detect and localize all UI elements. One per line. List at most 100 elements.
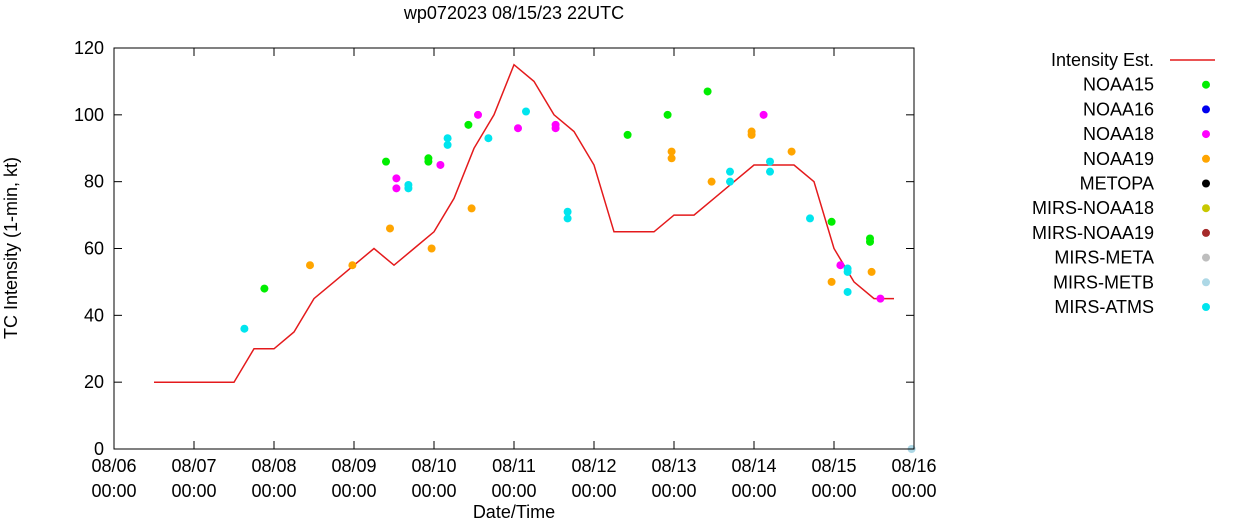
- data-point-noaa19: [306, 261, 314, 270]
- data-point-noaa18: [474, 110, 482, 119]
- intensity-est-line: [154, 63, 894, 383]
- data-point-noaa15: [623, 130, 632, 139]
- y-axis-label: TC Intensity (1-min, kt): [1, 157, 21, 339]
- data-point-noaa18: [836, 261, 845, 270]
- data-point-mirs-atms: [766, 167, 774, 176]
- legend-label: MIRS-META: [1054, 248, 1154, 268]
- legend-marker-swatch: [1202, 154, 1210, 163]
- x-ticks: 08/06 00:00 08/07 00:00 08/08 00:00 08/09 00:00…: [91, 48, 937, 501]
- data-point-noaa19: [386, 224, 394, 233]
- data-point-noaa18: [392, 174, 401, 183]
- legend-label: NOAA19: [1083, 149, 1154, 169]
- y-tick-label: 60: [84, 239, 104, 259]
- legend-label: MIRS-NOAA18: [1032, 198, 1154, 218]
- data-point-noaa15: [827, 217, 836, 226]
- data-point-noaa18: [514, 124, 522, 133]
- data-point-mirs-atms: [443, 134, 452, 143]
- x-tick-label-date: 08/06: [91, 456, 136, 476]
- data-point-mirs-atms: [563, 214, 572, 223]
- x-tick-label-time: 00:00: [331, 481, 376, 501]
- legend-label: NOAA16: [1083, 99, 1154, 119]
- y-tick-label: 80: [84, 172, 104, 192]
- legend-marker-swatch: [1202, 204, 1210, 213]
- x-tick-label-date: 08/16: [891, 456, 936, 476]
- data-point-noaa19: [427, 244, 436, 253]
- x-tick-label-time: 00:00: [91, 481, 136, 501]
- data-point-mirs-atms: [484, 134, 493, 143]
- legend-label: MIRS-NOAA19: [1032, 223, 1154, 243]
- x-tick-label-date: 08/12: [571, 456, 616, 476]
- legend-marker-swatch: [1202, 253, 1210, 262]
- data-point-mirs-atms: [443, 140, 452, 149]
- legend-marker-swatch: [1202, 130, 1210, 139]
- legend-marker-swatch: [1202, 278, 1210, 287]
- legend-label: MIRS-METB: [1053, 272, 1154, 292]
- data-point-noaa19: [827, 277, 836, 286]
- legend-marker-swatch: [1202, 105, 1210, 114]
- data-point-noaa15: [703, 87, 712, 96]
- data-point-mirs-atms: [726, 167, 734, 176]
- data-point-noaa18: [759, 110, 768, 119]
- x-tick-label-date: 08/14: [731, 456, 776, 476]
- x-tick-label-date: 08/13: [651, 456, 696, 476]
- x-tick-label-time: 00:00: [491, 481, 536, 501]
- data-point-noaa15: [866, 237, 874, 246]
- x-tick-label-time: 00:00: [171, 481, 216, 501]
- y-tick-label: 100: [74, 105, 104, 125]
- data-point-noaa18: [436, 160, 445, 169]
- x-tick-label-date: 08/07: [171, 456, 216, 476]
- data-point-noaa19: [667, 154, 676, 163]
- data-point-noaa19: [867, 267, 876, 276]
- x-tick-label-time: 00:00: [251, 481, 296, 501]
- x-tick-label-date: 08/09: [331, 456, 376, 476]
- data-point-noaa15: [260, 284, 269, 293]
- y-tick-label: 40: [84, 305, 104, 325]
- data-point-noaa19: [747, 130, 756, 139]
- legend-label: NOAA15: [1083, 75, 1154, 95]
- data-point-noaa15: [464, 120, 473, 129]
- data-point-mirs-atms: [522, 107, 530, 116]
- legend-label: NOAA18: [1083, 124, 1154, 144]
- data-point-mirs-atms: [843, 287, 852, 296]
- x-tick-label-date: 08/10: [411, 456, 456, 476]
- y-tick-label: 0: [94, 439, 104, 459]
- y-ticks: 0 20 40 60 80 100 120: [74, 38, 914, 459]
- legend-label: MIRS-ATMS: [1054, 297, 1154, 317]
- data-point-noaa19: [667, 147, 676, 156]
- x-tick-label-date: 08/15: [811, 456, 856, 476]
- legend-label: Intensity Est.: [1051, 50, 1154, 70]
- data-point-noaa19: [467, 204, 476, 213]
- data-point-noaa19: [707, 177, 716, 186]
- y-tick-label: 20: [84, 372, 104, 392]
- data-point-noaa19: [787, 147, 796, 156]
- data-point-noaa15: [424, 157, 433, 166]
- legend-label: METOPA: [1080, 174, 1154, 194]
- plot-series: [154, 63, 916, 453]
- x-tick-label-time: 00:00: [571, 481, 616, 501]
- legend-marker-swatch: [1202, 303, 1210, 311]
- data-point-mirs-atms: [766, 157, 774, 166]
- x-tick-label-date: 08/08: [251, 456, 296, 476]
- legend-marker-swatch: [1202, 228, 1210, 237]
- data-point-mirs-atms: [806, 214, 814, 223]
- x-tick-label-date: 08/11: [492, 456, 536, 476]
- x-tick-label-time: 00:00: [651, 481, 696, 501]
- data-point-noaa18: [392, 184, 401, 193]
- data-point-mirs-atms: [240, 324, 249, 333]
- data-point-mirs-atms: [563, 207, 572, 216]
- data-point-noaa15: [663, 110, 672, 119]
- y-tick-label: 120: [74, 38, 104, 58]
- data-point-mirs-atms: [726, 177, 734, 186]
- chart-title: wp072023 08/15/23 22UTC: [403, 3, 624, 23]
- data-point-noaa18: [876, 294, 885, 303]
- x-tick-label-time: 00:00: [891, 481, 936, 501]
- plot-frame: [113, 47, 915, 450]
- data-point-noaa18: [551, 124, 560, 133]
- legend-marker-swatch: [1202, 179, 1210, 188]
- x-tick-label-time: 00:00: [731, 481, 776, 501]
- legend-marker-swatch: [1202, 80, 1210, 89]
- data-point-noaa15: [382, 157, 390, 166]
- data-point-mirs-atms: [843, 267, 852, 276]
- data-point-mirs-atms: [404, 184, 413, 193]
- x-tick-label-time: 00:00: [411, 481, 456, 501]
